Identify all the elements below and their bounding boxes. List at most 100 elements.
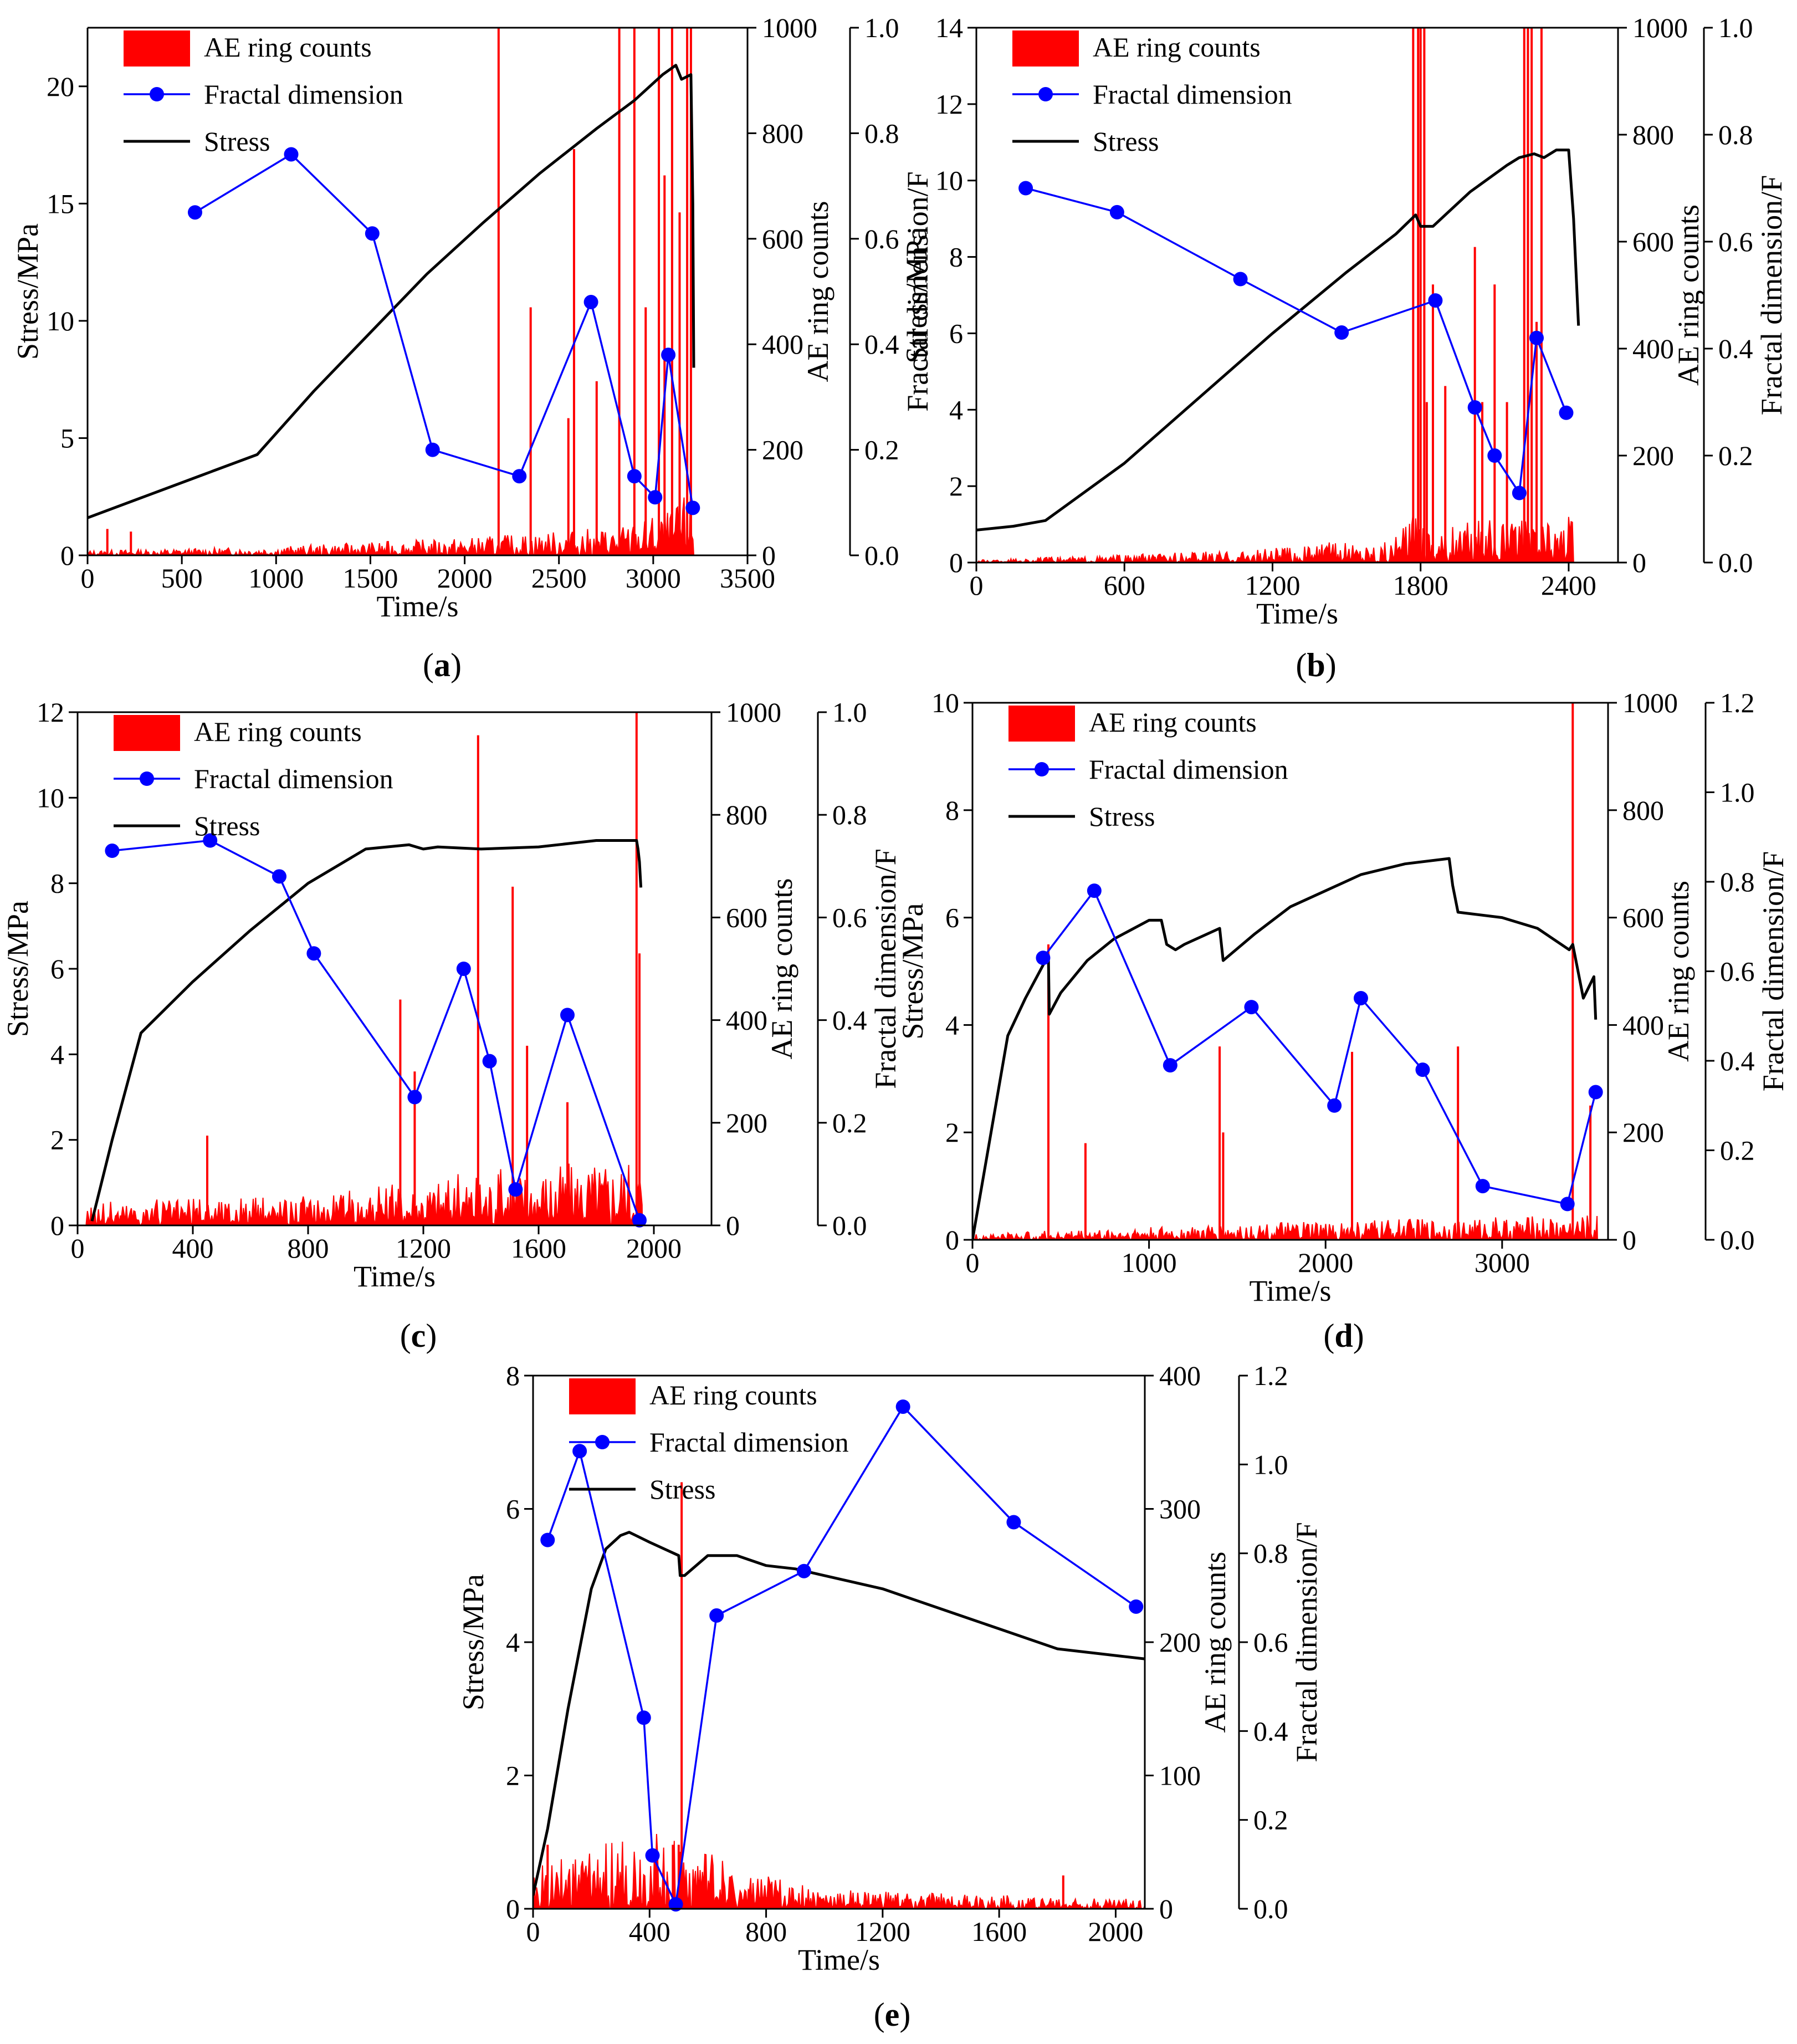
stress-tick-label: 14 (935, 12, 963, 43)
legend-ae-swatch (114, 715, 180, 751)
x-tick-label: 3000 (626, 563, 681, 594)
x-axis-title: Time/s (376, 590, 458, 623)
x-tick-label: 1500 (342, 563, 398, 594)
stress-line (88, 64, 695, 519)
x-tick-label: 400 (172, 1233, 214, 1264)
fractal-point (1233, 272, 1248, 287)
legend-stress-label: Stress (194, 810, 260, 841)
legend-ae-swatch (124, 30, 190, 67)
stress-tick-label: 5 (60, 422, 74, 453)
fd-axis-title: Fractal dimension/F (1755, 175, 1788, 415)
fd-tick-label: 0.2 (1720, 1135, 1755, 1166)
fractal-point (1428, 293, 1443, 308)
panel-label-close: ) (450, 647, 462, 683)
x-tick-label: 800 (288, 1233, 329, 1264)
fractal-point (1327, 1098, 1342, 1113)
legend-ae-label: AE ring counts (649, 1379, 817, 1411)
x-tick-label: 2000 (626, 1233, 682, 1264)
fd-tick-label: 1.2 (1720, 687, 1755, 718)
fractal-point (1036, 951, 1051, 965)
fd-tick-label: 0.4 (1253, 1715, 1288, 1746)
fd-tick-label: 0.8 (1720, 866, 1755, 897)
ae-axis-title: AE ring counts (765, 878, 798, 1060)
fd-axis-title: Fractal dimension/F (1757, 851, 1790, 1091)
ae-tick-label: 100 (1159, 1760, 1201, 1791)
ae-tick-label: 600 (726, 902, 767, 933)
legend-ae-swatch (569, 1378, 636, 1414)
fractal-point (365, 226, 380, 241)
fractal-point (1087, 883, 1102, 898)
fractal-point (1244, 1000, 1259, 1015)
ae-axis-title: AE ring counts (1662, 881, 1695, 1062)
fractal-point (661, 348, 676, 362)
stress-line (972, 857, 1598, 1240)
fd-tick-label: 0.6 (1253, 1627, 1288, 1658)
fractal-line (1025, 187, 1568, 496)
panel-label-open: ( (1323, 1317, 1334, 1354)
panel-label-open: ( (400, 1317, 411, 1354)
ae-bars-noise (88, 495, 695, 555)
ae-axis-title: AE ring counts (801, 201, 834, 382)
fd-tick-label: 0.4 (1718, 333, 1753, 364)
fractal-point (1475, 1179, 1490, 1194)
stress-line (90, 839, 643, 1222)
x-tick-label: 2000 (437, 563, 493, 594)
legend-fd-marker (140, 771, 154, 786)
fractal-point (709, 1608, 724, 1623)
fractal-point (540, 1532, 555, 1547)
fd-tick-label: 0.2 (864, 435, 899, 466)
fd-tick-label: 0.6 (832, 902, 867, 933)
ae-tick-label: 0 (726, 1210, 740, 1241)
stress-tick-label: 6 (945, 902, 959, 933)
x-axis-title: Time/s (354, 1260, 436, 1293)
stress-tick-label: 0 (60, 540, 74, 571)
ae-tick-label: 400 (726, 1005, 767, 1036)
ae-tick-label: 400 (1159, 1360, 1201, 1391)
x-tick-label: 400 (629, 1916, 670, 1947)
ae-tick-label: 400 (762, 329, 803, 360)
fd-axis-title: Fractal dimension/F (901, 171, 934, 411)
stress-tick-label: 10 (37, 782, 64, 813)
x-tick-label: 1000 (1122, 1247, 1177, 1278)
ae-bars-noise (85, 1163, 643, 1225)
ae-tick-label: 800 (726, 799, 767, 830)
panel-label: (b) (1296, 647, 1336, 683)
fd-axis-title: Fractal dimension/F (1290, 1522, 1323, 1762)
stress-axis-title: Stress/MPa (1, 901, 34, 1037)
fractal-point (796, 1563, 811, 1578)
fractal-point (203, 833, 218, 848)
panel-a: 0 500 1000 1500 2000 2500 3000 3500051015200200… (11, 12, 934, 683)
panel-e: 0 400 800 1200 1600 2000 0 2 4 6 8 0 100 200 300 400 0.0… (457, 1360, 1323, 2033)
stress-line (533, 1531, 1145, 1896)
panel-label: (a) (423, 647, 462, 683)
fd-tick-label: 1.0 (1718, 12, 1753, 43)
stress-tick-label: 6 (949, 318, 963, 349)
x-tick-label: 2000 (1298, 1247, 1353, 1278)
x-axis-title: Time/s (798, 1943, 880, 1976)
legend-ae-label: AE ring counts (1093, 32, 1261, 63)
fractal-point (1529, 330, 1544, 345)
panel-label-open: ( (423, 647, 434, 683)
fractal-point (512, 469, 527, 484)
fractal-point (456, 962, 471, 976)
fd-tick-label: 1.0 (1253, 1449, 1288, 1480)
legend-fd-marker (595, 1435, 610, 1449)
fractal-line (1042, 888, 1597, 1205)
x-tick-label: 1600 (511, 1233, 566, 1264)
x-tick-label: 0 (970, 570, 984, 601)
legend-ae-swatch (1008, 706, 1075, 742)
ae-tick-label: 200 (762, 435, 803, 466)
ae-tick-label: 1000 (726, 697, 781, 728)
stress-tick-label: 15 (47, 188, 74, 219)
panel-label-close: ) (1353, 1317, 1364, 1354)
ae-tick-label: 400 (1632, 333, 1674, 364)
x-tick-label: 600 (1104, 570, 1145, 601)
stress-tick-label: 2 (506, 1760, 520, 1791)
legend-fd-label: Fractal dimension (1089, 754, 1288, 785)
panel-label: (c) (400, 1317, 437, 1354)
x-tick-label: 1000 (248, 563, 304, 594)
ae-bars-noise (972, 1215, 1598, 1240)
x-tick-label: 0 (526, 1916, 540, 1947)
legend-ae-label: AE ring counts (194, 716, 362, 747)
ae-bars-noise (976, 512, 1574, 563)
